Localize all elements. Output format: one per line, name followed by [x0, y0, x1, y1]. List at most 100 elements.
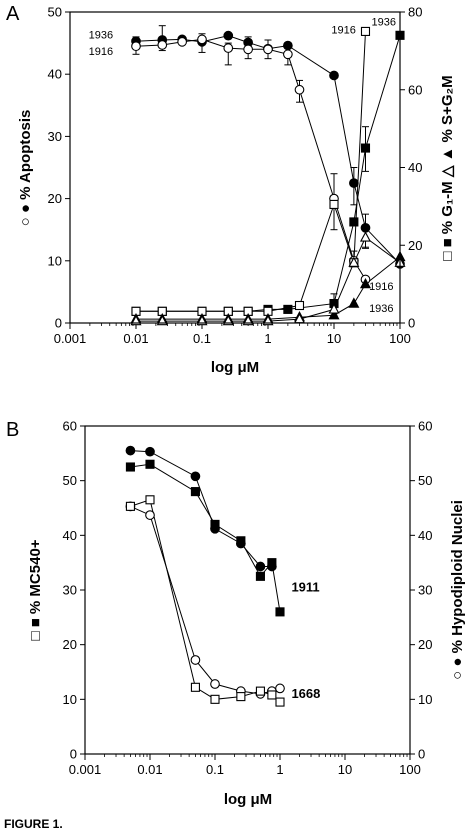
panel-a-left-tick-label: 20 [48, 191, 62, 206]
panel-a-point-open-circle [263, 44, 273, 55]
panel-a-x-tick-label: 0.01 [123, 331, 148, 346]
panel-b-point-filled-square [255, 571, 265, 581]
panel-b-left-tick-label: 30 [63, 583, 77, 598]
panel-b-point-open-square [255, 686, 265, 696]
panel-a-right-tick-label: 20 [408, 238, 422, 253]
panel-b-point-open-square [125, 501, 135, 511]
panel-b-right-tick-label: 50 [418, 473, 432, 488]
panel-b-point-filled-square [190, 487, 200, 497]
panel-b-point-filled-circle [255, 561, 266, 572]
panel-a-point-open-circle [197, 34, 207, 45]
panel-a-point-open-square [294, 300, 305, 311]
panel-b-right-tick-label: 20 [418, 637, 432, 652]
panel-b-series-line-filled-square [130, 463, 281, 612]
panel-b-right-tick-label: 30 [418, 583, 432, 598]
panel-b-annotation: 1668 [291, 686, 320, 701]
panel-b-point-open-circle [275, 683, 285, 694]
panel-a-point-open-circle [243, 44, 253, 55]
panel-b-point-filled-square [145, 459, 155, 469]
panel-a-x-axis-title: log μM [211, 359, 259, 376]
panel-b-point-filled-square [210, 519, 220, 529]
panel-a-series-line-filled-circle [135, 35, 401, 265]
panel-b-series-line-open-circle [130, 505, 281, 695]
panel-a-point-filled-square [360, 143, 371, 153]
panel-b-point-open-circle [210, 679, 220, 689]
panel-a-point-open-triangle [348, 256, 360, 267]
panel-b-x-tick-label: 100 [399, 762, 421, 777]
panel-a-right-tick-label: 80 [408, 5, 422, 20]
panel-b-point-filled-square [275, 607, 285, 617]
panel-a-left-tick-label: 50 [48, 5, 62, 20]
panel-a-annotation: 1936 [89, 29, 113, 41]
panel-a-annotation: 1936 [369, 303, 393, 315]
panel-a-point-filled-triangle [359, 277, 372, 289]
panel-a-annotation: 1916 [89, 46, 113, 58]
panel-a-point-open-square [329, 199, 339, 209]
panel-b-letter: B [6, 419, 19, 441]
panel-a-x-tick-label: 100 [389, 331, 411, 346]
panel-b-point-filled-circle [125, 445, 136, 456]
panel-a-letter: A [6, 3, 20, 25]
panel-a-frame [69, 11, 401, 324]
panel-a-series-line-open-square [136, 31, 366, 312]
panel-b-point-open-square [210, 694, 220, 704]
panel-b-right-axis-title: ○ ● % Hypodiploid Nuclei [449, 500, 466, 680]
panel-b-right-tick-label: 0 [418, 747, 425, 762]
panel-a-point-open-triangle [328, 303, 340, 314]
panel-a-right-tick-label: 40 [408, 160, 422, 175]
panel-b-left-tick-label: 0 [70, 747, 77, 762]
panel-b-point-filled-circle [145, 446, 155, 457]
panel-a-right-tick-label: 60 [408, 82, 422, 97]
panel-a-point-filled-circle [360, 222, 371, 233]
panel-a-point-filled-circle [223, 30, 234, 41]
panel-b-point-open-square [236, 692, 246, 702]
panel-a-point-open-square [360, 26, 371, 36]
panel-a-left-axis-title: ○ ● % Apoptosis [17, 110, 34, 227]
panel-b-left-tick-label: 20 [63, 637, 77, 652]
panel-a-marks: 0.001 0.01 0.1 1 10 1000102030405002040608019… [48, 5, 423, 347]
panel-a-x-tick-label: 10 [327, 331, 341, 346]
panel-a-point-filled-square [283, 304, 293, 314]
panel-a-point-open-circle [294, 84, 305, 95]
panel-b-point-filled-square [125, 462, 135, 472]
panel-a-left-tick-label: 30 [48, 129, 62, 144]
panel-b-point-open-circle [145, 510, 155, 520]
panel-b-point-open-circle [190, 655, 201, 665]
panel-a-point-filled-triangle [348, 297, 360, 308]
panel-a-annotation: 1936 [372, 17, 396, 29]
panel-b-point-open-square [275, 697, 285, 707]
panel-b-marks: 0.001 0.01 0.1 1 10 1000102030405060010203040… [63, 419, 433, 778]
panel-a-right-axis-title: □ ■ % G₁-M △ ▲ % S+G₂M [439, 75, 456, 260]
panel-a-point-filled-triangle [328, 309, 340, 320]
panel-a-point-filled-square [349, 217, 359, 227]
panel-b-x-tick-label: 0.01 [137, 762, 162, 777]
panel-a-x-tick-label: 0.1 [193, 331, 211, 346]
panel-a-point-filled-circle [283, 40, 293, 51]
panel-b-point-open-square [190, 682, 200, 692]
panel-b-point-filled-square [236, 536, 246, 546]
panel-b-annotation: 1911 [291, 579, 319, 594]
panel-a-right-tick-label: 0 [408, 316, 415, 331]
panel-b-right-tick-label: 10 [418, 692, 432, 707]
panel-a-point-filled-circle [329, 70, 339, 81]
panel-a-point-open-circle [283, 49, 293, 60]
panel-b-x-tick-label: 0.001 [69, 762, 102, 777]
panel-b-left-tick-label: 10 [63, 692, 77, 707]
panel-b-left-tick-label: 50 [63, 473, 77, 488]
panel-b-left-axis-title: □ ■ % MC540+ [27, 539, 44, 640]
panel-b-point-filled-circle [190, 471, 201, 482]
panel-b-x-tick-label: 0.1 [206, 762, 224, 777]
panel-b-point-filled-square [267, 558, 277, 568]
panel-a-series-line-filled-square [136, 35, 401, 312]
panel-a-left-tick-label: 10 [48, 253, 62, 268]
panel-b-left-tick-label: 40 [63, 528, 77, 543]
panel-a-point-open-circle [157, 40, 168, 50]
panel-a-point-open-circle [131, 41, 141, 52]
panel-a-point-open-triangle [359, 231, 372, 242]
panel-a-point-open-circle [177, 37, 187, 47]
panel-b-x-tick-label: 10 [338, 762, 352, 777]
panel-b-left-tick-label: 60 [63, 419, 77, 434]
panel-b-frame [84, 425, 411, 755]
panel-a-point-open-circle [223, 43, 234, 53]
